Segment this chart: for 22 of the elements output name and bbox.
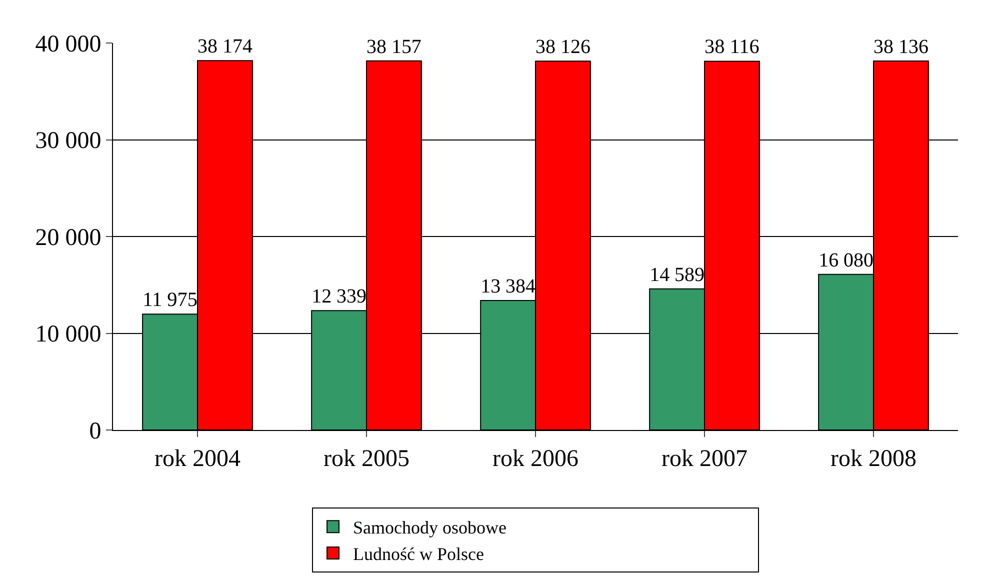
legend-label: Samochody osobowe (353, 518, 506, 538)
legend-label: Ludność w Polsce (353, 544, 484, 564)
x-tick-label: rok 2006 (492, 446, 578, 472)
x-tick-label: rok 2008 (830, 446, 916, 472)
y-tick-label: 10 000 (35, 322, 102, 348)
x-tick-label: rok 2004 (154, 446, 240, 472)
x-tick-label: rok 2007 (662, 446, 748, 472)
y-tick-label: 30 000 (35, 128, 102, 154)
data-label: 38 157 (366, 36, 422, 58)
y-tick-label: 0 (89, 418, 102, 444)
data-label: 11 975 (142, 289, 198, 312)
y-tick-label: 40 000 (35, 31, 102, 58)
data-label: 14 589 (650, 264, 705, 286)
data-label: 13 384 (480, 276, 536, 298)
data-label: 38 116 (704, 36, 760, 58)
x-tick-label: rok 2005 (324, 446, 410, 472)
y-tick-label: 20 000 (35, 224, 102, 251)
data-label: 38 136 (874, 36, 928, 58)
data-label: 38 126 (536, 36, 590, 58)
data-label: 12 339 (312, 286, 367, 308)
data-label: 16 080 (818, 249, 874, 272)
data-label: 38 174 (198, 36, 252, 58)
